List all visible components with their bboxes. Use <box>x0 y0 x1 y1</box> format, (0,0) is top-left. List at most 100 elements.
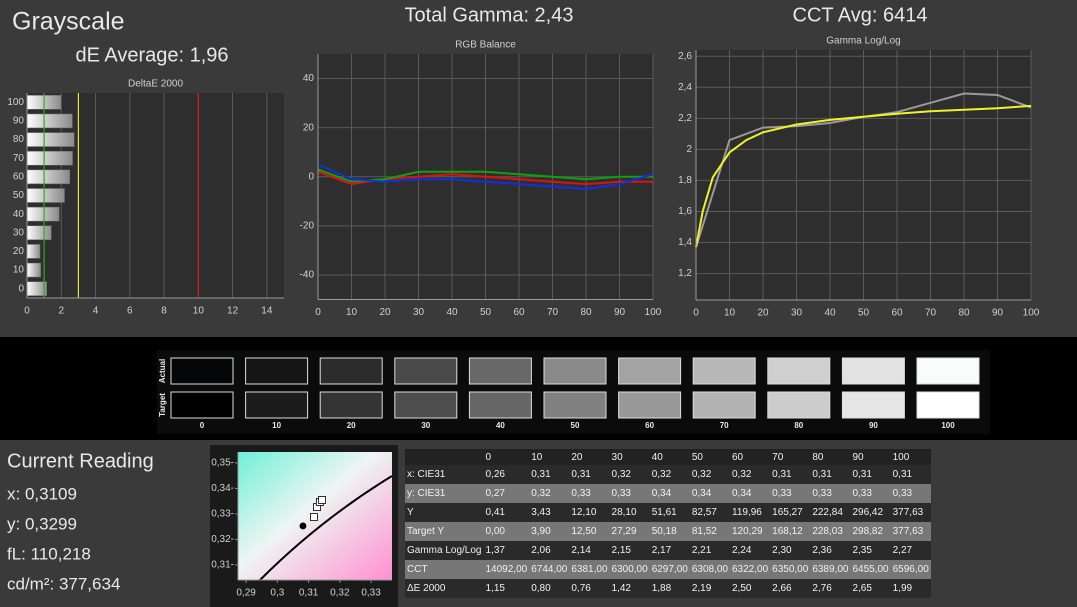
y-tick-label: 40 <box>13 209 25 220</box>
swatch <box>841 357 905 385</box>
series-line <box>317 163 654 191</box>
y-tick-label: 0 <box>18 283 24 294</box>
table-row: x: CIE31 0,26 0,31 0,31 0,32 0,32 0,32 0,32 0,31… <box>405 465 931 484</box>
y-tick-label: 2,4 <box>678 82 692 93</box>
table-cell: 50 <box>689 449 730 465</box>
y-tick-label: 1,6 <box>678 206 692 217</box>
y-tick-label: 60 <box>13 172 25 183</box>
table-cell: 51,61 <box>649 503 690 522</box>
table-cell: 27,29 <box>609 522 650 541</box>
swatch <box>841 391 905 419</box>
table-cell: 0,33 <box>770 484 811 503</box>
table-cell: 2,36 <box>810 541 851 560</box>
table-cell: 0,33 <box>810 484 851 503</box>
table-cell: 90 <box>850 449 891 465</box>
table-cell: 6300,00 <box>609 560 650 579</box>
y-tick-label: 30 <box>13 227 25 238</box>
table-cell: 81,52 <box>689 522 730 541</box>
table-cell: 2,19 <box>689 579 730 598</box>
x-tick-label: 30 <box>791 308 803 319</box>
point <box>299 522 307 530</box>
x-tick-label: 100 <box>1023 308 1040 319</box>
table-cell: 0,31 <box>569 465 610 484</box>
swatch-label: 30 <box>421 421 430 430</box>
page-title: Grayscale <box>12 8 125 36</box>
table-cell: 0,32 <box>689 465 730 484</box>
y-tick-label: 0,33- <box>211 509 234 520</box>
table-cell: 2,66 <box>770 579 811 598</box>
x-tick-label: 50 <box>480 307 492 318</box>
y-tick-label: 90 <box>13 116 25 127</box>
y-tick-label: 50 <box>13 190 25 201</box>
chart-title: RGB Balance <box>455 40 516 51</box>
table-cell: 14092,00 <box>483 560 530 579</box>
bar <box>26 169 71 185</box>
chart-title: Gamma Log/Log <box>826 36 901 47</box>
x-tick-label: 100 <box>645 307 662 318</box>
table-cell: 80 <box>810 449 851 465</box>
y-tick-label: 0,34- <box>211 483 234 494</box>
table-cell: 6455,00 <box>850 560 891 579</box>
table-cell: 0,33 <box>569 484 610 503</box>
swatch-label: 80 <box>794 421 803 430</box>
table-cell: 0,32 <box>529 484 570 503</box>
table-cell: 6596,00 <box>890 560 931 579</box>
total-gamma: Total Gamma: 2,43 <box>405 4 574 26</box>
table-cell: 377,63 <box>890 522 931 541</box>
swatch-label: 50 <box>571 421 580 430</box>
swatch <box>245 357 309 385</box>
table-cell: y: CIE31 <box>405 484 484 503</box>
table-cell: 6297,00 <box>649 560 690 579</box>
y-tick-label: -20 <box>300 220 315 231</box>
swatch <box>692 357 756 385</box>
bar <box>26 225 52 241</box>
table-row: y: CIE31 0,27 0,32 0,33 0,33 0,34 0,34 0,34 0,33… <box>405 484 931 503</box>
x-tick-label: 30 <box>413 307 425 318</box>
table-cell: 2,65 <box>850 579 891 598</box>
series-line <box>695 104 1032 248</box>
reading-fl: fL: 110,218 <box>7 544 91 563</box>
x-tick-label: 0,33 <box>361 588 381 599</box>
table-cell: 168,12 <box>770 522 811 541</box>
swatch <box>394 391 458 419</box>
swatch <box>170 391 234 419</box>
table-cell: 3,90 <box>529 522 570 541</box>
x-tick-label: 80 <box>958 308 970 319</box>
table-row: Target Y 0,00 3,90 12,50 27,29 50,18 81,52 120,… <box>405 522 931 541</box>
table-cell: 50,18 <box>649 522 690 541</box>
y-tick-label: 0 <box>308 171 314 182</box>
table-cell: 1,37 <box>483 541 530 560</box>
bar <box>26 244 41 259</box>
table-cell: ΔE 2000 <box>405 579 484 598</box>
swatch-row-label: Actual <box>158 359 167 383</box>
table-cell: 28,10 <box>609 503 650 522</box>
bar <box>26 132 75 147</box>
table-cell: 12,50 <box>569 522 610 541</box>
swatch <box>468 357 532 385</box>
table-cell: 2,17 <box>649 541 690 560</box>
x-tick-label: 0,3 <box>270 588 284 599</box>
table-row: ΔE 2000 1,15 0,80 0,76 1,42 1,88 2,19 2,50 2,66 2… <box>405 579 931 598</box>
y-tick-label: 70 <box>13 153 25 164</box>
table-cell: 119,96 <box>730 503 771 522</box>
cct-average: CCT Avg: 6414 <box>793 4 928 26</box>
table-cell: 6744,00 <box>529 560 570 579</box>
table-cell: 0,34 <box>730 484 771 503</box>
x-tick-label: 80 <box>580 307 592 318</box>
swatch-label: 60 <box>645 421 654 430</box>
swatch-row-label: Target <box>158 393 167 417</box>
table-cell: 10 <box>529 449 570 465</box>
x-tick-label: 60 <box>891 308 903 319</box>
table-cell: Y <box>405 503 484 522</box>
x-tick-label: 0,29 <box>236 588 256 599</box>
swatch-label: 20 <box>347 421 356 430</box>
table-cell: CCT <box>405 560 484 579</box>
x-tick-label: 4 <box>93 306 99 317</box>
x-tick-label: 10 <box>193 306 205 317</box>
swatch <box>543 391 607 419</box>
swatch <box>767 391 831 419</box>
swatch <box>319 357 383 385</box>
table-cell: 0,80 <box>529 579 570 598</box>
table-cell: Gamma Log/Log <box>405 541 484 560</box>
table-cell: 0,32 <box>649 465 690 484</box>
